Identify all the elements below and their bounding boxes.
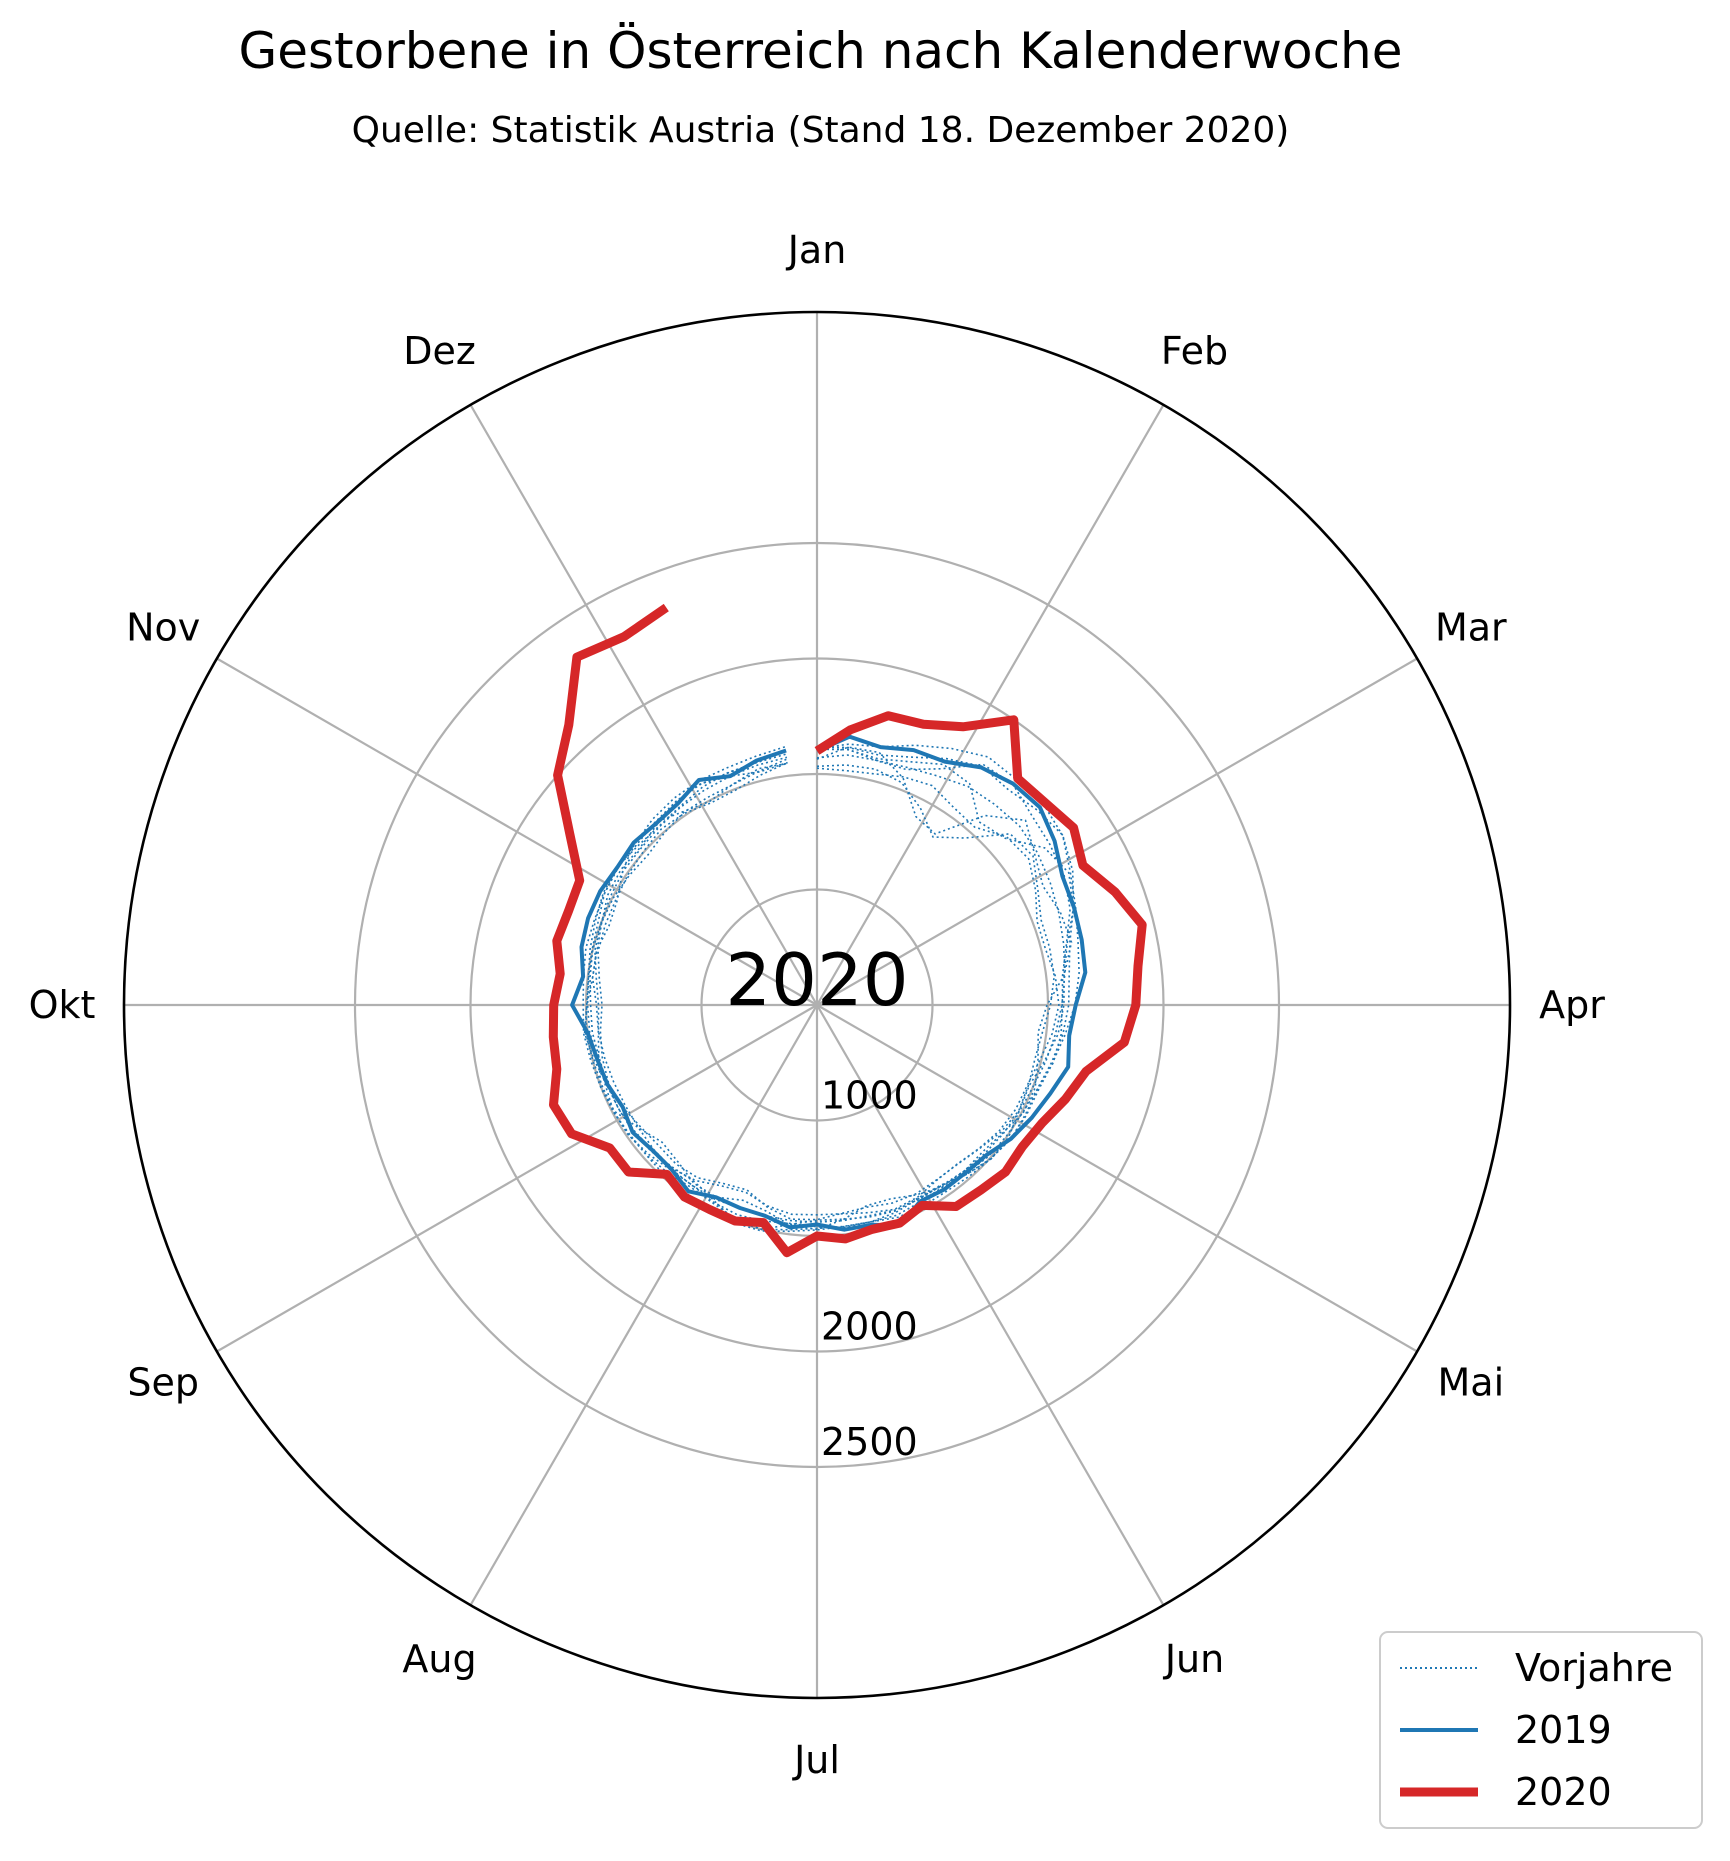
angular-gridline [816, 1004, 1165, 1606]
month-tick-label: Jun [1163, 1637, 1224, 1681]
month-tick-label: Feb [1161, 329, 1228, 373]
angular-gridline [816, 657, 1418, 1006]
angular-gridline [816, 404, 1165, 1006]
legend-label-vorjahre: Vorjahre [1515, 1646, 1673, 1690]
month-tick-label: Nov [126, 606, 200, 650]
radial-tick-label: 2500 [821, 1420, 918, 1464]
month-tick-label: Dez [403, 329, 476, 373]
month-tick-label: Sep [127, 1361, 199, 1405]
series-line-vorjahre [584, 746, 1075, 1231]
legend: Vorjahre 2019 2020 [1379, 1631, 1703, 1829]
angular-gridline [216, 657, 818, 1006]
legend-label-2020: 2020 [1515, 1770, 1612, 1814]
month-tick-label: Apr [1539, 983, 1605, 1027]
series-line-2020 [548, 603, 1147, 1258]
series-line-2019 [570, 734, 1088, 1232]
chart-title: Gestorbene in Österreich nach Kalenderwo… [238, 22, 1403, 80]
angular-gridline [816, 1004, 1418, 1353]
series-line-vorjahre [594, 758, 1060, 1216]
series-line-vorjahre [591, 746, 1073, 1231]
month-tick-label: Aug [402, 1637, 476, 1681]
month-tick-label: Mai [1438, 1361, 1505, 1405]
angular-gridline [469, 1004, 818, 1606]
label-layer: Jan Feb Mar Apr Mai Jun Jul Aug Sep Okt Nov Dez 1000… [29, 228, 1606, 1782]
legend-label-2019: 2019 [1515, 1708, 1612, 1752]
polar-frame [122, 310, 1512, 1700]
month-tick-label: Mar [1435, 606, 1507, 650]
radial-tick-label: 1000 [821, 1074, 918, 1118]
series-line-vorjahre [583, 748, 1075, 1231]
radial-tick-label: 2000 [821, 1305, 918, 1349]
angular-gridline [469, 404, 818, 1006]
series-2019 [570, 734, 1088, 1232]
month-tick-label: Jan [786, 228, 847, 272]
series-line-vorjahre [582, 743, 1080, 1233]
chart-subtitle: Quelle: Statistik Austria (Stand 18. Dez… [351, 110, 1290, 151]
series-2020 [548, 603, 1147, 1258]
month-tick-label: Jul [792, 1738, 840, 1782]
legend-box [1379, 1631, 1703, 1829]
angular-gridline [216, 1004, 818, 1353]
grid-layer [122, 310, 1512, 1700]
center-label: 2020 [725, 938, 908, 1022]
series-line-vorjahre [589, 754, 1066, 1223]
month-tick-label: Okt [29, 983, 96, 1027]
